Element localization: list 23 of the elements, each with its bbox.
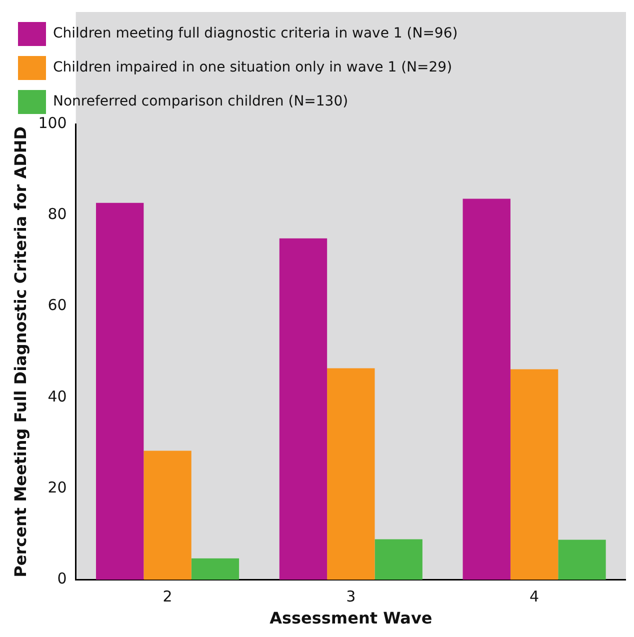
bar <box>96 202 144 580</box>
y-tick-label: 80 <box>48 205 67 224</box>
x-tick-label: 2 <box>162 588 172 606</box>
x-tick-label: 4 <box>530 588 540 606</box>
y-tick-label: 20 <box>48 478 67 497</box>
x-axis-title: Assessment Wave <box>270 608 432 628</box>
legend-label: Nonreferred comparison children (N=130) <box>53 94 348 110</box>
x-tick-label: 3 <box>346 588 356 606</box>
bar <box>374 539 422 580</box>
bar <box>462 198 510 580</box>
y-axis-title: Percent Meeting Full Diagnostic Criteria for ADHD <box>10 126 30 578</box>
y-tick-label: 100 <box>38 114 67 132</box>
bar <box>279 238 328 580</box>
bar <box>144 450 192 580</box>
bar <box>191 558 240 580</box>
y-tick-label: 40 <box>48 387 67 406</box>
y-tick-label: 0 <box>57 570 67 588</box>
bar <box>510 369 558 580</box>
bar <box>327 368 375 580</box>
legend-label: Children meeting full diagnostic criteria in wave 1 (N=96) <box>53 26 458 42</box>
bar <box>558 540 606 580</box>
legend-label: Children impaired in one situation only in wave 1 (N=29) <box>53 60 452 76</box>
y-tick-label: 60 <box>48 296 67 314</box>
